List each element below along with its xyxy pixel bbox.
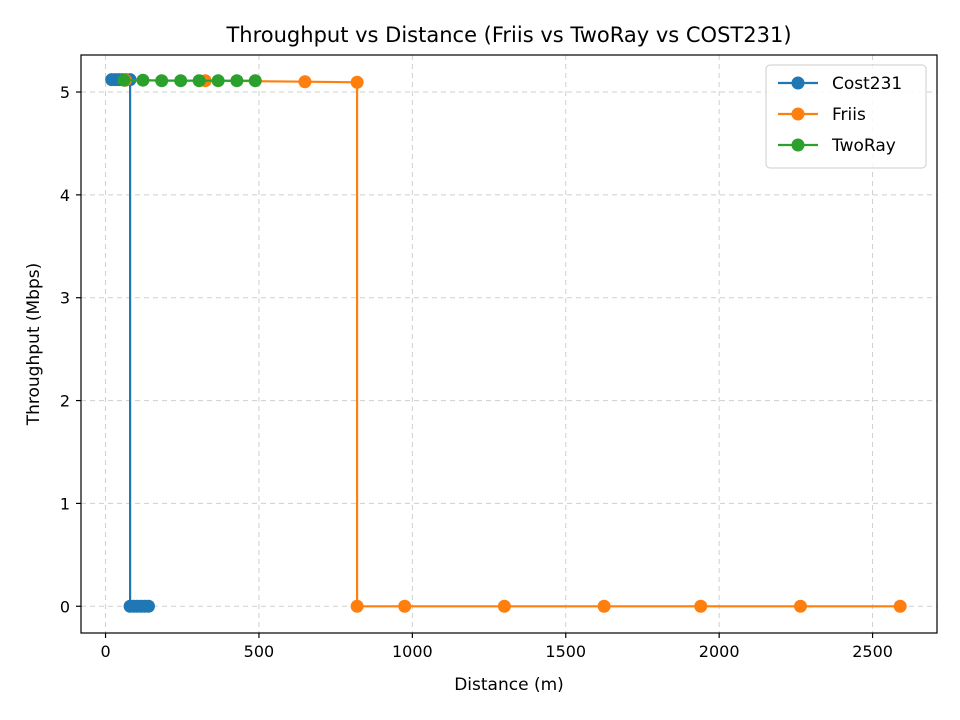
y-tick-label: 0 <box>60 597 70 616</box>
chart-title: Throughput vs Distance (Friis vs TwoRay … <box>225 23 791 47</box>
data-point-cost231 <box>141 599 155 613</box>
legend-marker-tworay <box>791 138 805 152</box>
data-point-tworay <box>136 73 150 87</box>
data-point-tworay <box>155 74 169 88</box>
legend: Cost231 Friis TwoRay <box>765 64 927 169</box>
series-layer <box>105 73 907 613</box>
data-point-friis <box>398 599 412 613</box>
y-tick-label: 1 <box>60 494 70 513</box>
series-line-cost231 <box>111 78 149 608</box>
x-tick-label: 500 <box>244 642 275 661</box>
x-tick-label: 2000 <box>699 642 740 661</box>
y-tick-label: 2 <box>60 392 70 411</box>
data-point-friis <box>893 599 907 613</box>
data-point-friis <box>497 599 511 613</box>
data-point-tworay <box>117 73 131 87</box>
data-point-friis <box>350 75 364 89</box>
data-point-tworay <box>174 74 188 88</box>
series-cost231 <box>105 73 155 613</box>
x-tick-label: 1500 <box>545 642 586 661</box>
data-point-tworay <box>248 74 262 88</box>
y-tick-label: 4 <box>60 186 70 205</box>
legend-marker-cost231 <box>791 76 805 90</box>
legend-label-tworay: TwoRay <box>831 136 896 156</box>
plot-frame <box>80 54 938 634</box>
y-tick-label: 3 <box>60 289 70 308</box>
x-axis-label: Distance (m) <box>454 675 564 695</box>
legend-marker-friis <box>791 107 805 121</box>
legend-box <box>765 64 927 169</box>
data-point-tworay <box>211 74 225 88</box>
data-point-friis <box>298 75 312 89</box>
y-axis-label: Throughput (Mbps) <box>24 263 44 427</box>
x-tick-label: 1000 <box>392 642 433 661</box>
data-point-friis <box>597 599 611 613</box>
x-tick-label: 2500 <box>852 642 893 661</box>
x-tick-label: 0 <box>100 642 110 661</box>
data-point-tworay <box>230 74 244 88</box>
y-tick-label: 5 <box>60 83 70 102</box>
data-point-friis <box>793 599 807 613</box>
data-point-tworay <box>192 74 206 88</box>
data-point-friis <box>350 599 364 613</box>
data-point-friis <box>694 599 708 613</box>
legend-label-cost231: Cost231 <box>832 74 902 94</box>
legend-label-friis: Friis <box>832 105 866 125</box>
tick-layer: 0 500 1000 1500 2000 2500 0 1 2 3 4 5 <box>60 83 893 661</box>
series-tworay <box>117 73 262 88</box>
